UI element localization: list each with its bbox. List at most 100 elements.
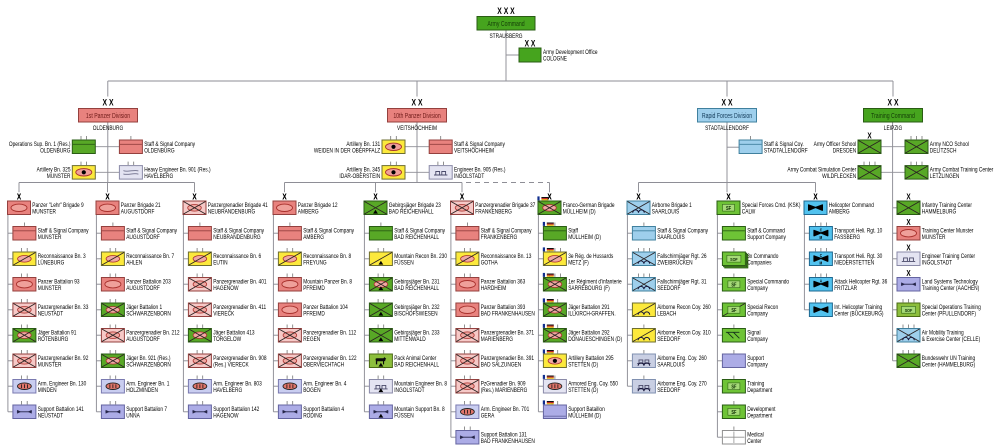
svg-text:Company: Company <box>747 362 768 369</box>
svg-text:Company: Company <box>747 311 768 318</box>
svg-text:BISCHOFSWIESEN: BISCHOFSWIESEN <box>394 311 437 318</box>
svg-text:GOTHA: GOTHA <box>481 260 498 267</box>
svg-text:Army Command: Army Command <box>487 20 525 28</box>
svg-text:X X X: X X X <box>497 6 515 16</box>
svg-text:Training Command: Training Command <box>871 112 915 120</box>
svg-text:Medical: Medical <box>747 432 764 439</box>
svg-text:VEITSHÖCHHEIM: VEITSHÖCHHEIM <box>454 147 494 155</box>
svg-text:Staff & Signal Company: Staff & Signal Company <box>126 228 177 235</box>
svg-text:SOF: SOF <box>905 307 913 313</box>
svg-text:X: X <box>460 191 465 201</box>
svg-text:Staff: Staff <box>568 228 578 235</box>
svg-text:Reconnaissance Bn. 8: Reconnaissance Bn. 8 <box>303 253 351 260</box>
svg-text:NEUBRANDENBURG: NEUBRANDENBURG <box>208 209 256 216</box>
svg-text:INGOLSTADT: INGOLSTADT <box>454 174 485 181</box>
svg-text:BOGEN: BOGEN <box>303 387 320 394</box>
svg-text:IDAR-OBERSTEIN: IDAR-OBERSTEIN <box>339 174 380 181</box>
svg-text:RODING: RODING <box>303 413 323 420</box>
svg-text:BAD SALZUNGEN: BAD SALZUNGEN <box>481 362 522 369</box>
svg-text:X: X <box>636 191 641 201</box>
svg-text:EUTIN: EUTIN <box>213 260 227 267</box>
svg-text:DONAUESCHINGEN (D): DONAUESCHINGEN (D) <box>568 336 622 343</box>
svg-text:Airborne Recon Coy. 260: Airborne Recon Coy. 260 <box>657 304 711 311</box>
svg-text:BAD REICHENHALL: BAD REICHENHALL <box>389 209 434 216</box>
svg-text:LEIPZIG: LEIPZIG <box>884 125 903 132</box>
svg-text:Airborne Recon Coy. 310: Airborne Recon Coy. 310 <box>657 330 711 337</box>
svg-text:Staff & Command: Staff & Command <box>747 228 785 235</box>
svg-text:MUNSTER: MUNSTER <box>38 362 62 369</box>
svg-text:GERA: GERA <box>481 413 495 420</box>
svg-text:Panzer Brigade 21: Panzer Brigade 21 <box>121 202 161 209</box>
svg-text:X X: X X <box>103 98 114 108</box>
svg-text:Panzergrenadier Bn. 908: Panzergrenadier Bn. 908 <box>213 355 266 362</box>
svg-text:Gebirgsjäger Bn. 231: Gebirgsjäger Bn. 231 <box>394 279 439 286</box>
svg-text:X: X <box>547 191 552 201</box>
svg-text:PzGrenadier Bn. 909: PzGrenadier Bn. 909 <box>481 381 526 388</box>
svg-text:INGOLSTADT: INGOLSTADT <box>922 260 953 267</box>
svg-text:SF: SF <box>731 384 736 391</box>
svg-text:SEEDORF: SEEDORF <box>657 285 681 292</box>
svg-text:X: X <box>17 191 22 201</box>
svg-text:Pack Animal Center: Pack Animal Center <box>394 355 436 362</box>
svg-text:Artillery Battalion 295: Artillery Battalion 295 <box>568 355 613 362</box>
svg-text:X: X <box>282 191 287 201</box>
svg-text:Staff & Signal Company: Staff & Signal Company <box>213 228 264 235</box>
svg-text:SAARLOUIS: SAARLOUIS <box>657 234 685 241</box>
svg-text:Army Officer School: Army Officer School <box>814 141 857 148</box>
svg-text:VEITSHÖCHHEIM: VEITSHÖCHHEIM <box>397 124 437 132</box>
svg-text:Department: Department <box>747 413 772 420</box>
svg-text:SOF: SOF <box>730 256 738 262</box>
svg-text:CALW: CALW <box>742 209 756 216</box>
svg-text:M: M <box>820 235 823 241</box>
svg-text:Fallschirmjäger Rgt. 26: Fallschirmjäger Rgt. 26 <box>657 253 706 260</box>
svg-text:SF: SF <box>726 205 731 212</box>
svg-text:LEBACH: LEBACH <box>657 311 676 318</box>
svg-text:HAGENOW: HAGENOW <box>213 285 239 292</box>
svg-text:HAVELBERG: HAVELBERG <box>213 387 242 394</box>
svg-text:Transport Heli. Rgt. 30: Transport Heli. Rgt. 30 <box>834 253 882 260</box>
svg-text:MINDEN: MINDEN <box>38 387 57 394</box>
svg-text:Artillery Bn. 345: Artillery Bn. 345 <box>346 167 380 174</box>
svg-text:Army Combat Training Center: Army Combat Training Center <box>930 167 994 174</box>
svg-text:MÜLLHEIM (D): MÜLLHEIM (D) <box>568 412 601 420</box>
svg-text:Airborne Brigade 1: Airborne Brigade 1 <box>652 202 692 209</box>
svg-text:OLDENBURG: OLDENBURG <box>93 125 124 132</box>
svg-text:ILLKIRCH-GRAFFEN.: ILLKIRCH-GRAFFEN. <box>568 311 616 318</box>
svg-text:FASSBERG: FASSBERG <box>834 234 860 241</box>
svg-text:Arm. Engineer Bn. 701: Arm. Engineer Bn. 701 <box>481 406 530 413</box>
svg-text:X: X <box>636 191 641 201</box>
svg-text:Special Commando: Special Commando <box>747 279 789 286</box>
svg-text:Staff & Signal Company: Staff & Signal Company <box>394 228 445 235</box>
svg-text:1er Régiment d'infanterie: 1er Régiment d'infanterie <box>568 279 621 286</box>
svg-text:Staff & Signal Company: Staff & Signal Company <box>481 228 532 235</box>
svg-text:Center (HAMMELBURG): Center (HAMMELBURG) <box>922 362 975 369</box>
svg-text:STRAUSBERG: STRAUSBERG <box>489 33 523 40</box>
svg-text:X: X <box>282 191 287 201</box>
svg-text:Support Battalion 131: Support Battalion 131 <box>481 432 527 439</box>
svg-text:C: C <box>820 252 823 258</box>
svg-text:LETZLINGEN: LETZLINGEN <box>930 174 960 181</box>
svg-text:FÜSSEN: FÜSSEN <box>394 412 413 420</box>
svg-text:SF: SF <box>731 409 736 416</box>
svg-text:Gebirgsjäger Bn. 233: Gebirgsjäger Bn. 233 <box>394 330 439 337</box>
svg-text:OLDENBURG: OLDENBURG <box>40 148 71 155</box>
svg-text:Panzer Battalion 203: Panzer Battalion 203 <box>126 279 171 286</box>
svg-text:X: X <box>726 191 731 201</box>
svg-text:NIEDERSTETTEN: NIEDERSTETTEN <box>834 260 874 267</box>
svg-text:X: X <box>867 130 872 140</box>
svg-text:Helicopter Command: Helicopter Command <box>829 202 874 209</box>
svg-text:STADTALLENDORF: STADTALLENDORF <box>705 125 749 132</box>
svg-text:VIERECK: VIERECK <box>213 311 234 318</box>
svg-text:Artillery Bn. 325: Artillery Bn. 325 <box>37 167 71 174</box>
svg-text:X: X <box>105 191 110 201</box>
svg-text:X: X <box>547 191 552 201</box>
svg-text:BAD REICHENHALL: BAD REICHENHALL <box>394 362 439 369</box>
svg-text:BAD FRANKENHAUSEN: BAD FRANKENHAUSEN <box>481 311 535 318</box>
svg-text:Artillery Bn. 131: Artillery Bn. 131 <box>346 141 380 148</box>
svg-text:UNNA: UNNA <box>126 413 140 420</box>
svg-text:Int. Helicopter Training: Int. Helicopter Training <box>834 304 882 311</box>
svg-text:Company: Company <box>747 285 768 292</box>
svg-text:AUGUSTDORF: AUGUSTDORF <box>126 234 160 241</box>
svg-text:Airborne Eng. Coy. 260: Airborne Eng. Coy. 260 <box>657 355 707 362</box>
svg-text:ZWEIBRÜCKEN: ZWEIBRÜCKEN <box>657 259 692 267</box>
